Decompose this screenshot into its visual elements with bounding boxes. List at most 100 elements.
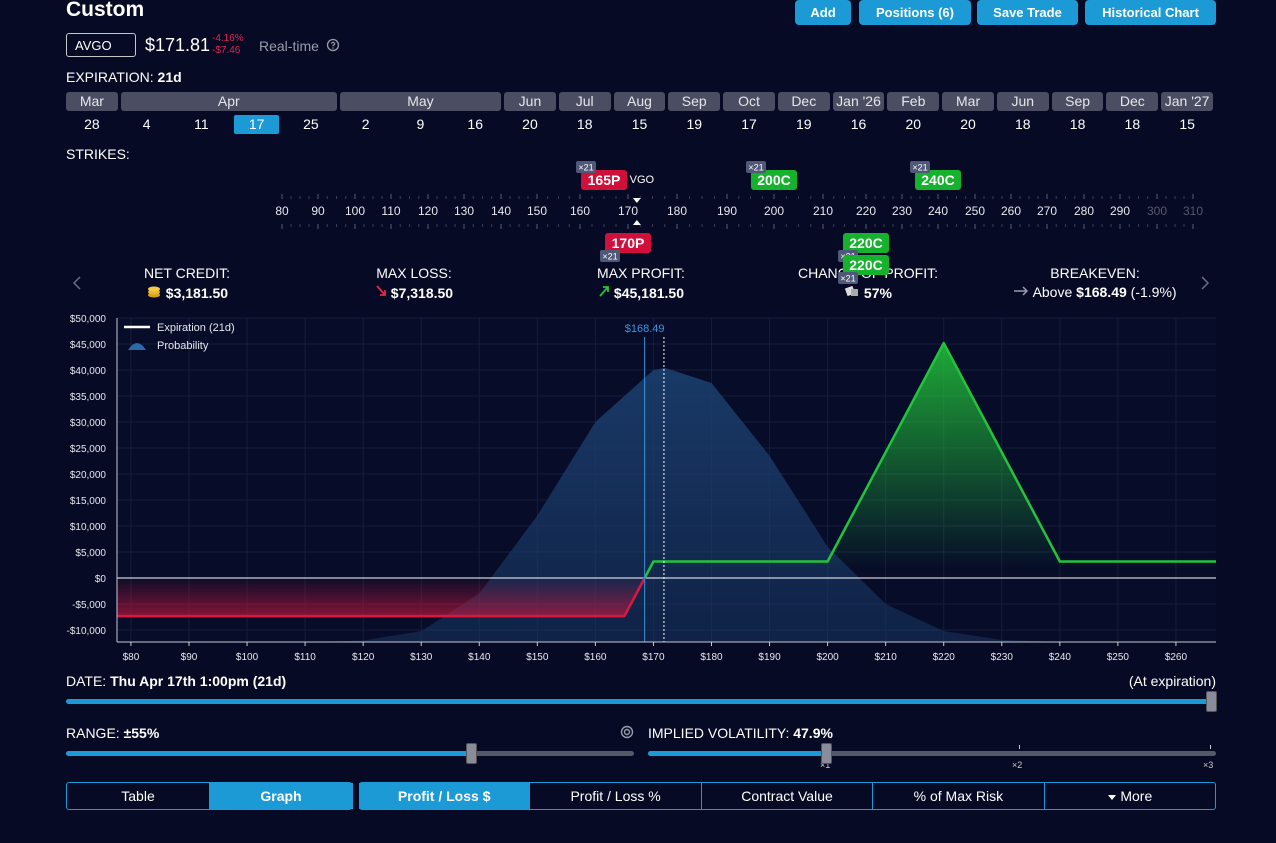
- range-slider-handle[interactable]: [466, 743, 477, 764]
- month-bar[interactable]: Apr: [120, 92, 337, 111]
- range-label: RANGE:: [66, 725, 120, 741]
- range: RANGE: ±55%: [66, 725, 159, 741]
- leg-qty: ×21: [840, 252, 855, 262]
- strike-label: 190: [717, 204, 737, 218]
- month-bar[interactable]: Oct: [723, 92, 775, 111]
- stat-breakeven: BREAKEVEN: Above $168.49 (-1.9%): [975, 265, 1215, 300]
- month-bar[interactable]: Dec: [1106, 92, 1159, 111]
- day[interactable]: 19: [686, 116, 703, 132]
- y-tick-label: $0: [95, 574, 107, 585]
- day[interactable]: 20: [960, 116, 976, 132]
- day[interactable]: 18: [1124, 116, 1141, 132]
- plot-background: [117, 318, 1216, 642]
- page-title: Custom: [66, 0, 145, 21]
- month-bar[interactable]: Mar: [66, 92, 118, 111]
- add-button[interactable]: Add: [795, 0, 851, 25]
- strike-label: 180: [667, 204, 687, 218]
- date-slider-handle[interactable]: [1206, 691, 1217, 712]
- reset-icon[interactable]: [620, 725, 634, 739]
- month-bar[interactable]: Sep: [1051, 92, 1104, 111]
- leg-qty-badge: [600, 250, 620, 262]
- volatility-slider-fill: [648, 751, 826, 756]
- day[interactable]: 16: [850, 116, 867, 132]
- leg-qty: ×21: [748, 163, 763, 173]
- save-trade-button[interactable]: Save Trade: [977, 0, 1078, 25]
- day[interactable]: 4: [142, 116, 151, 132]
- day[interactable]: 18: [1015, 116, 1031, 132]
- metric-tab[interactable]: More: [1045, 783, 1216, 809]
- symbol-input[interactable]: AVGO: [66, 33, 136, 57]
- x-tick-label: $140: [468, 652, 491, 663]
- x-tick-label: $150: [526, 652, 549, 663]
- x-tick-label: $90: [181, 652, 198, 663]
- strike-label: 210: [813, 204, 833, 218]
- positions-button[interactable]: Positions (6): [859, 0, 971, 25]
- view-tab[interactable]: Table: [67, 783, 210, 809]
- strike-label: 230: [892, 204, 912, 218]
- day[interactable]: 20: [905, 116, 922, 132]
- metric-tab[interactable]: Profit / Loss $: [359, 783, 531, 809]
- y-tick-label: -$10,000: [67, 626, 107, 637]
- metric-tab[interactable]: Profit / Loss %: [530, 783, 702, 809]
- change-abs: -$7.46: [212, 45, 241, 56]
- day[interactable]: 20: [522, 116, 538, 132]
- x-tick-label: $80: [123, 652, 140, 663]
- y-tick-label: -$5,000: [72, 600, 106, 611]
- historical-chart-button[interactable]: Historical Chart: [1085, 0, 1216, 25]
- volatility-slider-track[interactable]: [648, 751, 1216, 756]
- info-icon[interactable]: [326, 38, 340, 52]
- strike-label: 150: [527, 204, 547, 218]
- y-tick-label: $20,000: [70, 470, 107, 481]
- month-bar[interactable]: Mar: [942, 92, 994, 111]
- day[interactable]: 2: [361, 116, 370, 132]
- day[interactable]: 9: [416, 116, 425, 132]
- prev-arrow[interactable]: [70, 275, 84, 291]
- x-tick-label: $180: [700, 652, 723, 663]
- metric-tab[interactable]: % of Max Risk: [873, 783, 1045, 809]
- expiration: EXPIRATION: 21d: [66, 69, 182, 85]
- strike-label: 130: [454, 204, 474, 218]
- day[interactable]: 15: [631, 116, 648, 132]
- volatility-tick: [1019, 745, 1020, 749]
- month-bar[interactable]: Jan '27: [1161, 92, 1213, 111]
- day[interactable]: 18: [1069, 116, 1086, 132]
- day[interactable]: 17: [741, 116, 757, 132]
- breakeven-suffix: (-1.9%): [1130, 284, 1177, 300]
- month-bar[interactable]: Dec: [777, 92, 830, 111]
- day[interactable]: 11: [194, 116, 209, 132]
- day[interactable]: 25: [303, 116, 319, 132]
- month-bar[interactable]: Feb: [887, 92, 940, 111]
- day[interactable]: 16: [467, 116, 483, 132]
- stat-value: $3,181.50: [165, 285, 229, 301]
- strike-label: 290: [1110, 204, 1130, 218]
- day[interactable]: 18: [576, 116, 593, 132]
- strike-label: 250: [965, 204, 985, 218]
- month-bar[interactable]: Jun: [504, 92, 556, 111]
- y-tick-label: $35,000: [70, 392, 107, 403]
- metric-tab[interactable]: Contract Value: [702, 783, 874, 809]
- day[interactable]: 17: [234, 115, 280, 134]
- day[interactable]: 28: [84, 116, 100, 132]
- leg-label: 165P: [588, 172, 621, 188]
- stat-net-credit: NET CREDIT: $3,181.50: [67, 265, 307, 301]
- stat-value: $168.49: [1076, 284, 1127, 300]
- date-slider-track[interactable]: [66, 699, 1212, 704]
- x-tick-label: $170: [642, 652, 665, 663]
- month-bar[interactable]: Sep: [668, 92, 721, 111]
- month-bar[interactable]: Jul: [558, 92, 611, 111]
- down-arrow-icon: [376, 285, 386, 296]
- month-bar[interactable]: Aug: [613, 92, 666, 111]
- month-bar[interactable]: Jan '26: [832, 92, 885, 111]
- next-arrow[interactable]: [1198, 275, 1212, 291]
- month-bar[interactable]: Jun: [996, 92, 1049, 111]
- day[interactable]: 19: [795, 116, 812, 132]
- range-value: ±55%: [123, 725, 160, 741]
- view-tab[interactable]: Graph: [210, 783, 353, 809]
- leg-badge: [605, 233, 651, 253]
- leg-qty: ×21: [912, 163, 927, 173]
- leg-badge: [915, 170, 961, 190]
- month-bar[interactable]: May: [339, 92, 502, 111]
- day[interactable]: 15: [1179, 116, 1195, 132]
- date-value: Thu Apr 17th 1:00pm (21d): [110, 673, 287, 689]
- volatility-slider-handle[interactable]: [821, 743, 832, 764]
